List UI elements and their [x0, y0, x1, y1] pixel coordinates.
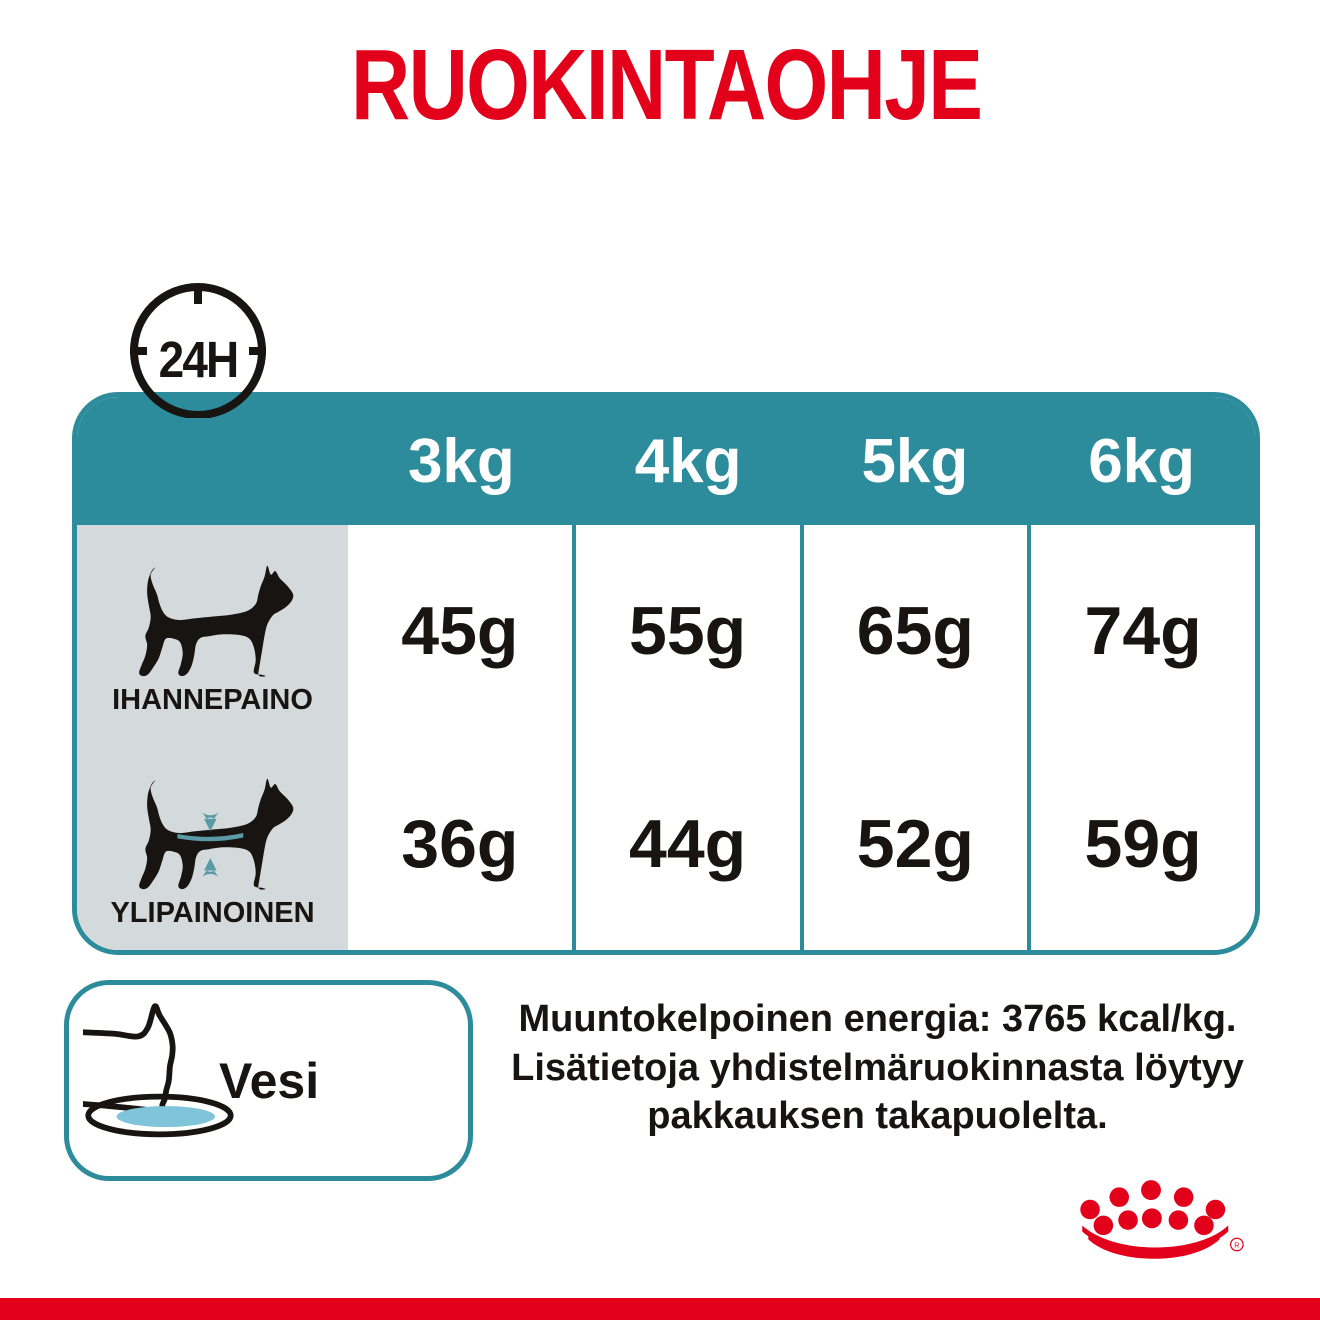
svg-text:24H: 24H [159, 332, 238, 389]
svg-text:R: R [1234, 1241, 1239, 1249]
